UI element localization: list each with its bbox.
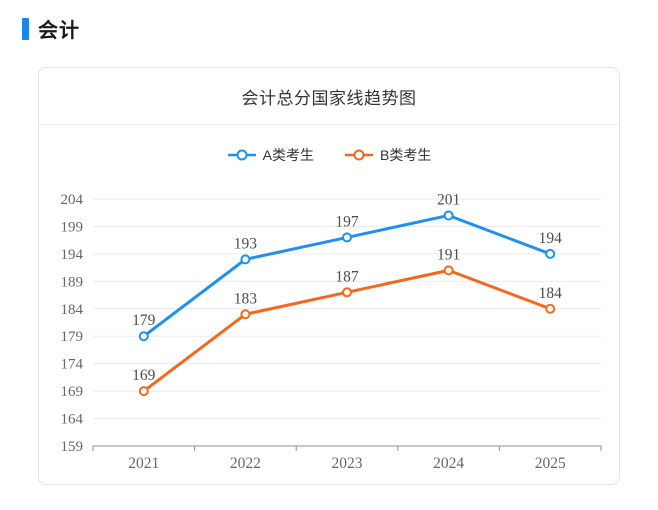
y-axis-tick-label: 174 — [61, 357, 84, 373]
y-axis-tick-label: 179 — [61, 329, 84, 345]
data-point-marker[interactable] — [240, 254, 251, 265]
legend-line-marker-icon — [345, 149, 373, 161]
data-point-marker[interactable] — [138, 331, 149, 342]
data-point-marker[interactable] — [342, 232, 352, 243]
data-label: 201 — [437, 191, 460, 208]
y-axis-tick-label: 189 — [61, 274, 84, 290]
y-axis-tick-label: 159 — [61, 439, 84, 455]
x-axis-tick-label: 2025 — [535, 455, 566, 472]
legend-item-A类考生[interactable]: A类考生 — [227, 145, 314, 165]
x-axis-tick-label: 2024 — [433, 455, 464, 472]
data-label: 169 — [132, 367, 156, 384]
data-point-marker[interactable] — [240, 309, 251, 320]
legend-label: B类考生 — [380, 147, 432, 163]
page-title: 会计 — [38, 20, 80, 42]
data-point-marker[interactable] — [443, 210, 454, 221]
card-divider — [39, 124, 619, 125]
x-axis-tick-label: 2023 — [332, 455, 363, 472]
legend-line-marker-icon — [227, 149, 256, 161]
data-point-marker[interactable] — [342, 287, 352, 298]
x-axis-tick-label: 2021 — [128, 455, 159, 472]
data-label: 191 — [437, 246, 460, 263]
legend-item-B类考生[interactable]: B类考生 — [344, 145, 431, 165]
data-point-marker[interactable] — [443, 265, 454, 276]
chart-title: 会计总分国家线趋势图 — [241, 88, 417, 108]
chart-card: 会计总分国家线趋势图 A类考生 B类考生 159 164 169 174 179 184 18… — [38, 67, 620, 485]
y-axis-tick-label: 184 — [61, 302, 84, 318]
legend-label: A类考生 — [262, 147, 314, 163]
data-label: 187 — [335, 268, 359, 285]
data-label: 183 — [234, 290, 258, 307]
line-chart: 159 164 169 174 179 184 189 194 199 204 2021 2022 20… — [39, 179, 619, 479]
data-label: 197 — [335, 213, 359, 230]
data-point-marker[interactable] — [545, 303, 556, 314]
data-point-marker[interactable] — [138, 386, 149, 397]
x-axis-tick-label: 2022 — [230, 455, 261, 472]
y-axis-tick-label: 164 — [61, 412, 84, 428]
header-accent-bar — [22, 17, 29, 40]
data-point-marker[interactable] — [545, 248, 556, 259]
page-header: 会计 — [22, 14, 80, 43]
data-label: 179 — [132, 312, 156, 329]
y-axis-tick-label: 169 — [61, 384, 84, 400]
y-axis-tick-label: 199 — [61, 219, 84, 235]
y-axis-tick-label: 204 — [61, 192, 84, 208]
data-label: 193 — [234, 235, 258, 252]
data-label: 194 — [539, 230, 563, 247]
chart-legend: A类考生 B类考生 — [39, 145, 619, 165]
data-label: 184 — [539, 285, 563, 302]
y-axis-tick-label: 194 — [61, 247, 84, 263]
